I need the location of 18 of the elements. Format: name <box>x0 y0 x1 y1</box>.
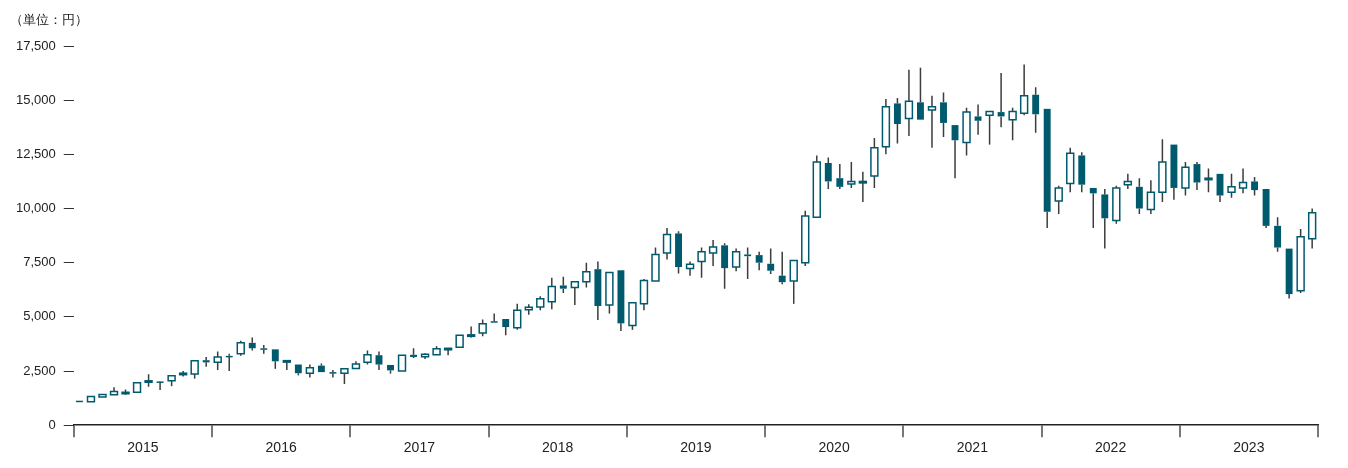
x-tick-label: 2023 <box>1233 439 1265 456</box>
x-tick-label: 2017 <box>403 439 436 456</box>
x-tick-label: 2018 <box>542 439 574 456</box>
x-tick-label: 2021 <box>956 439 989 456</box>
y-tick-label: 17,500 <box>16 37 56 53</box>
y-tick-label: 0 <box>48 416 56 432</box>
x-tick-label: 2016 <box>265 439 297 456</box>
y-tick-label: 12,500 <box>16 145 56 161</box>
x-tick-label: 2019 <box>680 439 712 456</box>
x-tick-label: 2015 <box>127 439 159 456</box>
x-tick-label: 2022 <box>1095 439 1127 456</box>
x-tick-label: 2020 <box>818 439 850 456</box>
text: （単位：円） <box>10 12 88 28</box>
y-tick-label: 15,000 <box>16 91 56 107</box>
y-tick-label: 5,000 <box>23 308 56 324</box>
y-tick-label: 10,000 <box>16 200 56 216</box>
y-tick-label: 7,500 <box>23 254 56 270</box>
y-tick-label: 2,500 <box>23 362 56 378</box>
